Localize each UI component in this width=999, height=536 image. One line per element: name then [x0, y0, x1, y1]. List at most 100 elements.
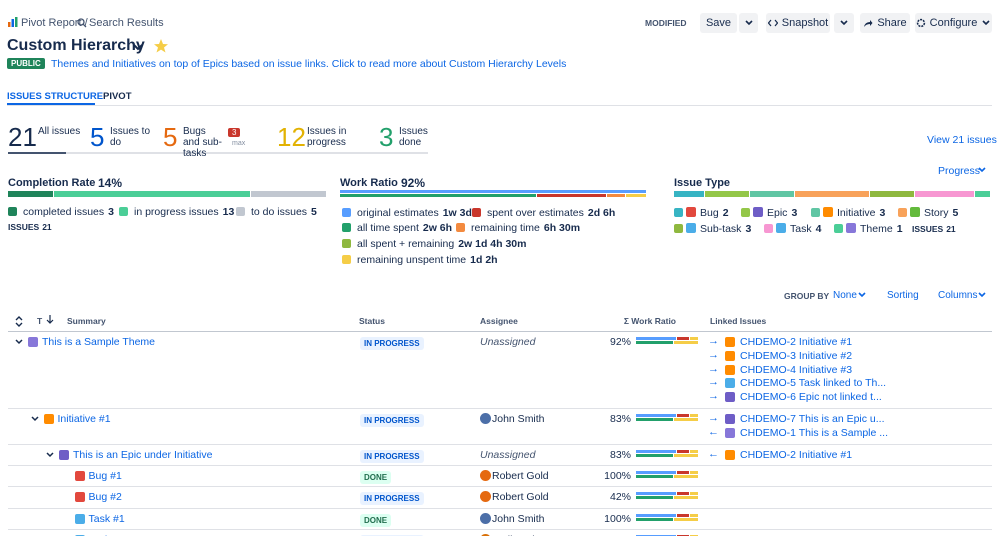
work-bar-decor — [340, 194, 646, 197]
link-arrow: ← — [708, 447, 719, 460]
legend-swatch — [342, 223, 351, 232]
legend-label: Theme — [860, 223, 893, 235]
share-icon — [864, 19, 873, 27]
legend-total: ISSUES 21 — [912, 224, 956, 234]
progress-dropdown[interactable]: Progress — [938, 165, 981, 177]
link-arrow: → — [708, 376, 719, 389]
legend-label: to do issues — [251, 206, 308, 218]
linked-issue[interactable]: CHDEMO-5 Task linked to Th... — [740, 377, 887, 390]
expand-all-icon[interactable] — [14, 316, 24, 327]
sort-icon — [46, 315, 54, 324]
issue-type-segment — [674, 191, 704, 197]
expand-toggle[interactable] — [30, 415, 40, 423]
share-button[interactable]: Share — [860, 13, 910, 33]
legend-swatch — [472, 208, 481, 217]
linked-issue[interactable]: CHDEMO-7 This is an Epic u... — [740, 413, 885, 425]
save-button[interactable]: Save — [700, 13, 737, 33]
snapshot-button[interactable]: Snapshot — [766, 13, 830, 33]
breadcrumb[interactable]: Search Results — [89, 17, 164, 29]
chevron — [858, 292, 866, 298]
visibility-badge: PUBLIC — [7, 58, 45, 69]
legend-item: spent over estimates 2d 6h — [472, 207, 615, 219]
column-header[interactable]: Σ Work Ratio — [623, 316, 676, 326]
linked-issue[interactable]: CHDEMO-4 Initiative #3 — [740, 363, 853, 376]
assignee: John Smith — [492, 512, 545, 525]
assignee: Robert Gold — [492, 491, 549, 504]
view-all-link[interactable]: View 21 issues — [927, 134, 997, 146]
assignee: John Smith — [492, 413, 545, 425]
expand-toggle[interactable] — [14, 338, 24, 346]
star-icon[interactable] — [153, 38, 169, 54]
link-arrow: → — [708, 362, 719, 375]
linked-issue[interactable]: CHDEMO-3 Initiative #2 — [740, 349, 853, 362]
legend-item: Sub-task 3 — [674, 223, 751, 235]
legend-swatch — [342, 208, 351, 217]
save-dropdown[interactable] — [739, 13, 758, 33]
linked-issue[interactable]: CHDEMO-2 Initiative #1 — [740, 336, 853, 348]
link-icon — [725, 414, 735, 424]
work-ratio: 100% — [604, 469, 631, 482]
columns-dropdown[interactable]: Columns — [938, 290, 978, 301]
issue-summary[interactable]: Task #1 — [88, 512, 125, 525]
issue-summary[interactable]: Task #2 — [89, 534, 125, 536]
button-label: Save — [705, 17, 732, 29]
tab-active[interactable]: ISSUES STRUCTURE — [7, 91, 104, 102]
status-lozenge: IN PROGRESS — [360, 414, 424, 427]
sorting-button[interactable]: Sorting — [887, 290, 919, 301]
legend-swatch — [898, 208, 907, 217]
linked-issue[interactable]: CHDEMO-1 This is a Sample ... — [740, 426, 889, 439]
legend-item: all time spent 2w 6h — [342, 222, 452, 234]
column-header[interactable]: Summary — [67, 316, 106, 326]
gear-icon — [916, 18, 925, 28]
work-ratio: 83% — [609, 448, 631, 461]
legend-item: all spent + remaining 2w 1d 4h 30m — [342, 238, 526, 250]
column-header[interactable]: Status — [359, 316, 385, 326]
legend-swatch — [236, 207, 245, 216]
stat-badge: 3 — [228, 128, 241, 137]
completion-bar — [8, 191, 326, 197]
panel-title: Issue Type — [674, 177, 731, 189]
legend-total: ISSUES 21 — [8, 222, 52, 232]
legend-swatch — [342, 239, 351, 248]
chevron — [982, 20, 990, 26]
stat-label: Issues to do — [110, 126, 151, 148]
chevron — [840, 20, 848, 26]
description-link[interactable]: Themes and Initiatives on top of Epics b… — [51, 58, 567, 70]
group-by-dropdown[interactable]: None — [833, 290, 857, 301]
linked-issue[interactable]: CHDEMO-2 Initiative #1 — [740, 448, 853, 461]
linked-issue[interactable]: CHDEMO-6 Epic not linked t... — [740, 391, 882, 404]
tab[interactable]: PIVOT — [103, 91, 132, 102]
legend-label: spent over estimates — [487, 207, 584, 219]
column-header[interactable]: Assignee — [480, 316, 518, 326]
configure-button[interactable]: Configure — [915, 13, 992, 33]
issue-type-segment — [869, 191, 915, 197]
issue-summary[interactable]: Bug #2 — [88, 491, 122, 504]
legend-value: 2w 1d 4h 30m — [458, 238, 527, 250]
issue-type-segment — [915, 191, 975, 197]
title-dropdown[interactable] — [132, 42, 144, 52]
issue-type-segment — [795, 191, 869, 197]
issue-summary[interactable]: This is an Epic under Initiative — [73, 448, 213, 461]
link-icon — [725, 337, 735, 347]
legend-value: 3 — [108, 206, 114, 218]
snapshot-dropdown[interactable] — [834, 13, 854, 33]
legend-value: 4 — [815, 223, 822, 235]
breadcrumb[interactable]: Pivot Report / — [21, 17, 88, 29]
expand-toggle[interactable] — [45, 451, 55, 459]
issue-summary[interactable]: Bug #1 — [88, 469, 122, 482]
issue-summary[interactable]: Initiative #1 — [57, 413, 111, 425]
issue-summary[interactable]: This is a Sample Theme — [42, 336, 156, 348]
issue-type-icon — [28, 337, 38, 347]
work-ratio-bar — [636, 414, 698, 422]
panel-title: Completion Rate — [8, 177, 96, 189]
legend-value: 5 — [311, 206, 317, 218]
legend-label: Sub-task — [700, 223, 742, 235]
button-label: Configure — [929, 17, 978, 29]
status-lozenge: IN PROGRESS — [360, 337, 424, 350]
column-header[interactable]: T — [37, 316, 43, 326]
column-header[interactable]: Linked Issues — [710, 316, 767, 326]
stat-value: 21 — [8, 122, 37, 152]
work-ratio-bar — [636, 492, 698, 500]
legend-swatch — [764, 224, 773, 233]
type-icon — [686, 223, 696, 233]
